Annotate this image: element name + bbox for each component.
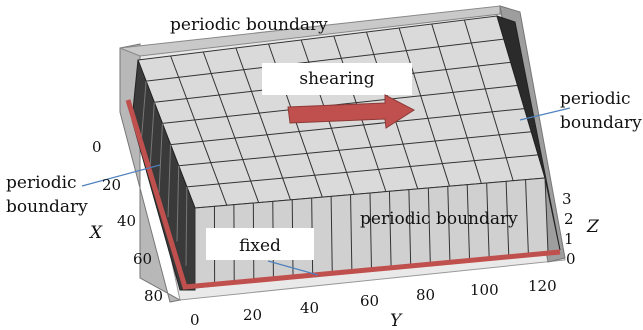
fixed-pointer: [267, 260, 319, 276]
z-tick-2: 2: [564, 210, 574, 228]
z-axis-ticks: 0 1 2 3: [562, 190, 576, 268]
periodic-boundary-front-label: periodic boundary: [360, 209, 518, 229]
y-tick-40: 40: [300, 299, 319, 317]
front-grid-col-line: [369, 192, 372, 271]
periodic-boundary-right-label-2: boundary: [560, 113, 642, 133]
x-tick-60: 60: [133, 250, 152, 268]
shearing-label-box: [262, 63, 412, 95]
front-grid-col-line: [486, 182, 490, 259]
periodic-boundary-left-label-2: boundary: [6, 197, 88, 217]
front-grid-col-line: [388, 191, 392, 269]
x-axis-ticks: 0 20 40 60 80: [92, 138, 163, 305]
top-grid-col-line: [431, 23, 482, 184]
top-grid-col-line: [202, 51, 260, 203]
top-grid-col-line: [170, 55, 228, 206]
left-grid-line: [167, 144, 172, 218]
top-grid-row-line: [178, 131, 532, 167]
block-right-side: [496, 15, 561, 251]
periodic-left-pointer: [81, 164, 161, 187]
front-grid-col-line: [505, 181, 510, 257]
z-tick-3: 3: [562, 190, 572, 208]
top-grid-row-line: [170, 108, 525, 146]
fixed-label-box: [206, 228, 314, 260]
y-tick-60: 60: [360, 292, 379, 310]
left-grid-line: [149, 102, 155, 169]
left-grid-line: [158, 123, 163, 193]
front-grid-col-line: [330, 196, 333, 275]
y-tick-20: 20: [243, 306, 262, 324]
x-tick-0: 0: [92, 138, 102, 156]
left-grid-line: [185, 186, 188, 266]
left-grid-line: [140, 81, 147, 145]
top-grid-col-line: [235, 47, 291, 200]
top-grid-col-line: [463, 19, 514, 181]
shearing-label: shearing: [299, 69, 374, 89]
periodic-boundary-right-label-1: periodic: [560, 89, 631, 109]
front-grid-col-line: [525, 179, 529, 255]
y-tick-100: 100: [470, 281, 499, 299]
y-axis-ticks: 0 20 40 60 80 100 120: [190, 277, 557, 329]
front-grid-col-line: [427, 187, 431, 265]
periodic-right-pointer: [519, 107, 571, 121]
z-tick-1: 1: [564, 230, 574, 248]
front-grid-col-line: [350, 194, 353, 273]
back-wall-top: [119, 5, 501, 57]
top-grid-row-line: [146, 38, 504, 82]
fixed-bottom-edge: [125, 99, 561, 290]
periodic-boundary-left-label-1: periodic: [6, 173, 77, 193]
y-tick-0: 0: [190, 311, 200, 329]
top-grid-row-line: [186, 154, 539, 188]
y-tick-120: 120: [528, 277, 557, 295]
y-axis-label: Y: [390, 311, 403, 330]
z-tick-0: 0: [566, 250, 576, 268]
y-tick-80: 80: [416, 286, 435, 304]
x-tick-40: 40: [117, 212, 136, 230]
front-grid-col-line: [466, 184, 471, 261]
front-grid-col-line: [408, 189, 412, 267]
z-axis-label: Z: [586, 217, 600, 237]
left-grid-line: [176, 165, 180, 242]
fixed-label: fixed: [239, 236, 281, 256]
x-tick-80: 80: [144, 287, 163, 305]
periodic-boundary-top-label: periodic boundary: [170, 15, 328, 35]
shear-arrow: [287, 94, 415, 129]
front-grid-col-line: [447, 186, 451, 263]
top-grid-col-line: [398, 27, 451, 187]
x-tick-20: 20: [102, 176, 121, 194]
x-axis-label: X: [88, 223, 103, 243]
